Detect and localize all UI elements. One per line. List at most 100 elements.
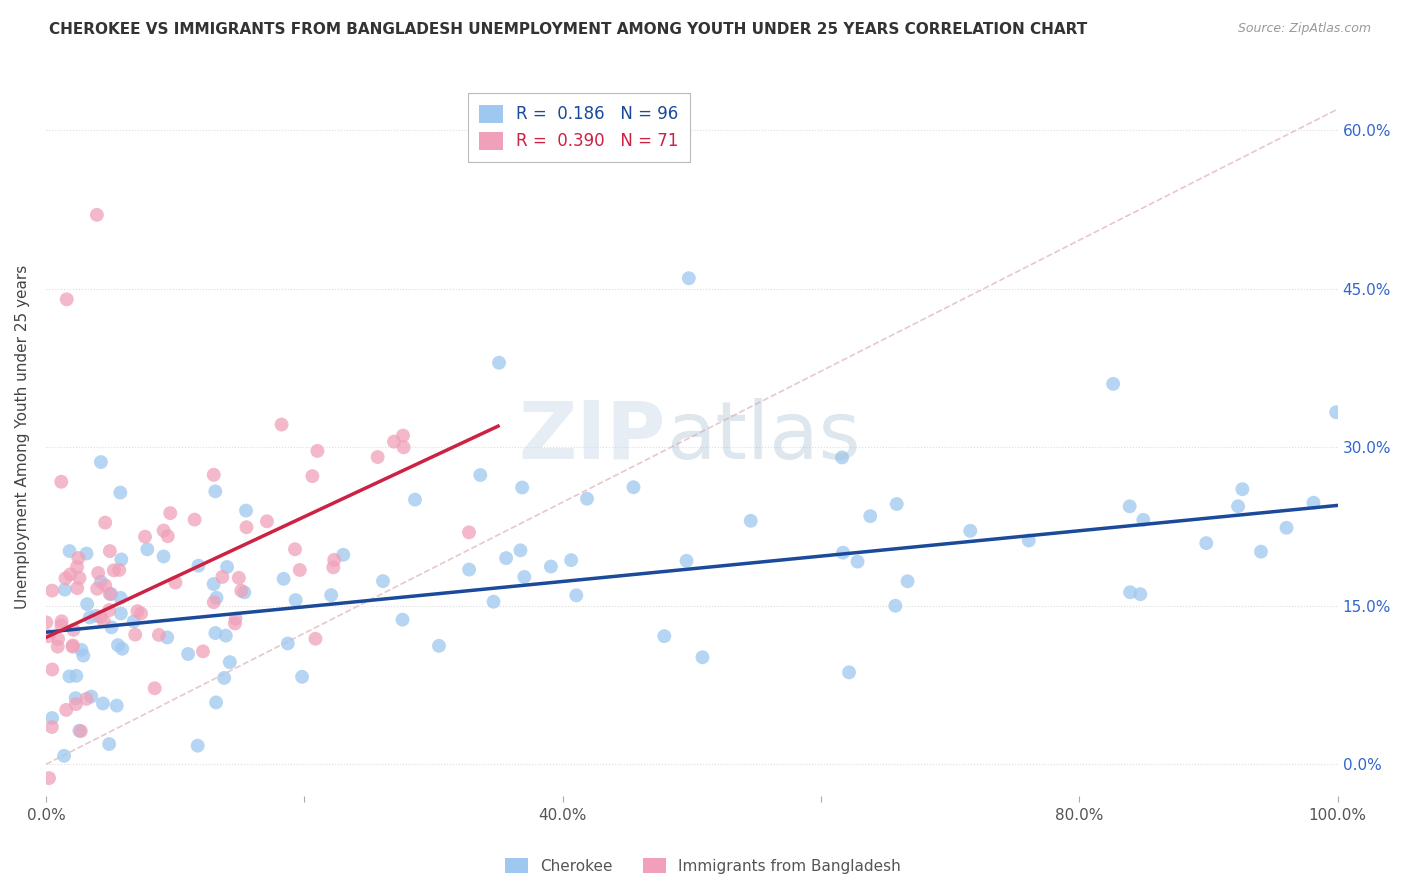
Point <box>55 571 77 585</box>
Point <box>509 543 531 558</box>
Point <box>69 724 91 739</box>
Point <box>67 551 90 566</box>
Point <box>458 525 481 540</box>
Point <box>1250 544 1272 558</box>
Point <box>458 563 481 577</box>
Point <box>111 641 134 656</box>
Point <box>404 492 426 507</box>
Point <box>93 614 115 628</box>
Point <box>382 434 405 449</box>
Point <box>58 669 80 683</box>
Point <box>122 615 145 629</box>
Point <box>675 554 697 568</box>
Point <box>165 575 187 590</box>
Text: atlas: atlas <box>666 398 860 475</box>
Point <box>110 485 132 500</box>
Point <box>235 520 257 534</box>
Point <box>307 444 329 458</box>
Point <box>65 691 87 706</box>
Point <box>70 643 93 657</box>
Point <box>273 572 295 586</box>
Point <box>678 271 700 285</box>
Point <box>291 670 314 684</box>
Point <box>256 514 278 528</box>
Point <box>58 544 80 558</box>
Point <box>510 481 533 495</box>
Point <box>211 570 233 584</box>
Point <box>202 577 225 591</box>
Point <box>91 697 114 711</box>
Point <box>75 691 97 706</box>
Point <box>392 440 415 454</box>
Legend: R =  0.186   N = 96, R =  0.390   N = 71: R = 0.186 N = 96, R = 0.390 N = 71 <box>468 93 690 162</box>
Point <box>72 648 94 663</box>
Point <box>134 530 156 544</box>
Point <box>1102 376 1125 391</box>
Point <box>90 455 112 469</box>
Point <box>80 690 103 704</box>
Point <box>560 553 582 567</box>
Point <box>204 484 226 499</box>
Point <box>576 491 599 506</box>
Point <box>233 585 256 599</box>
Point <box>136 542 159 557</box>
Point <box>98 544 121 558</box>
Point <box>187 558 209 573</box>
Point <box>156 529 179 543</box>
Point <box>51 475 73 489</box>
Text: ZIP: ZIP <box>519 398 666 475</box>
Point <box>1018 533 1040 548</box>
Text: CHEROKEE VS IMMIGRANTS FROM BANGLADESH UNEMPLOYMENT AMONG YOUTH UNDER 25 YEARS C: CHEROKEE VS IMMIGRANTS FROM BANGLADESH U… <box>49 22 1087 37</box>
Point <box>231 583 253 598</box>
Point <box>846 555 869 569</box>
Point <box>191 644 214 658</box>
Point <box>84 608 107 623</box>
Point <box>94 578 117 592</box>
Point <box>110 552 132 566</box>
Point <box>129 607 152 621</box>
Point <box>831 450 853 465</box>
Point <box>41 711 63 725</box>
Point <box>38 629 60 643</box>
Point <box>148 628 170 642</box>
Point <box>86 582 108 596</box>
Point <box>177 647 200 661</box>
Point <box>110 591 132 605</box>
Point <box>65 697 87 711</box>
Point <box>832 546 855 560</box>
Y-axis label: Unemployment Among Youth under 25 years: Unemployment Among Youth under 25 years <box>15 265 30 609</box>
Point <box>215 629 238 643</box>
Point <box>202 595 225 609</box>
Point <box>86 208 108 222</box>
Point <box>470 468 492 483</box>
Point <box>87 566 110 580</box>
Point <box>41 583 63 598</box>
Point <box>235 503 257 517</box>
Point <box>1118 500 1140 514</box>
Point <box>38 771 60 785</box>
Point <box>884 599 907 613</box>
Point <box>62 639 84 653</box>
Point <box>692 650 714 665</box>
Point <box>90 574 112 589</box>
Point <box>76 547 98 561</box>
Point <box>495 551 517 566</box>
Point <box>110 607 132 621</box>
Point <box>127 604 149 618</box>
Point <box>107 638 129 652</box>
Point <box>212 671 235 685</box>
Point <box>62 623 84 637</box>
Point <box>371 574 394 588</box>
Point <box>332 548 354 562</box>
Point <box>108 563 131 577</box>
Point <box>35 615 58 630</box>
Point <box>225 612 247 626</box>
Point <box>100 620 122 634</box>
Point <box>143 681 166 696</box>
Point <box>53 582 76 597</box>
Point <box>540 559 562 574</box>
Point <box>65 669 87 683</box>
Point <box>217 560 239 574</box>
Point <box>41 720 63 734</box>
Point <box>322 560 344 574</box>
